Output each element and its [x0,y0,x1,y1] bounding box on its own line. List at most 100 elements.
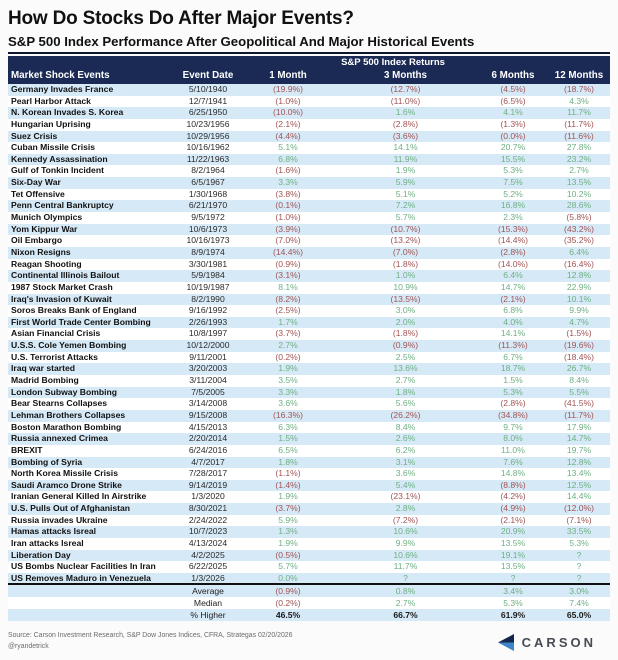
return-value: (7.0%) [392,246,419,257]
summary-value: 46.5% [275,610,301,621]
event-date: 12/7/1941 [188,95,228,106]
event-date: 3/30/1981 [188,258,228,269]
return-value: (11.7%) [564,118,594,129]
return-value: 6.5% [278,444,298,455]
return-value: (2.1%) [500,293,526,304]
return-value: 12.5% [566,479,592,490]
return-value: 4.7% [569,316,589,327]
return-value: (13.5%) [390,293,421,304]
return-value: (11.7%) [564,409,594,420]
table-row: Munich Olympics 9/5/1972 (1.0%) 5.7% 2.3% (5.… [8,212,610,224]
return-value: (7.1%) [566,514,592,525]
return-value: 10.9% [393,281,418,292]
return-value: (3.1%) [275,270,301,281]
event-name: Reagan Shooting [11,258,82,269]
return-value: 1.9% [278,363,298,374]
event-name: 1987 Stock Market Crash [11,281,113,292]
event-name: Continental Illinois Bailout [11,270,120,281]
return-value: (3.8%) [275,188,301,199]
return-value: 10.1% [566,293,592,304]
return-value: 2.7% [569,165,589,176]
return-value: 15.5% [500,153,526,164]
event-date: 9/5/1972 [191,212,225,223]
event-date: 4/7/2017 [191,456,225,467]
return-value: (2.1%) [500,514,526,525]
event-date: 9/15/2008 [188,409,228,420]
summary-spacer [8,609,173,621]
return-value: 11.0% [501,444,525,455]
event-name: Yom Kippur War [11,223,78,234]
event-date: 7/28/2017 [188,468,228,479]
return-value: 1.3% [278,526,298,537]
return-value: (4.5%) [500,84,526,94]
source-text: Source: Carson Investment Research, S&P … [8,632,293,640]
return-value: ? [510,572,516,583]
table-row: London Subway Bombing 7/5/2005 3.3% 1.8% 5.3… [8,386,610,399]
return-value: (1.4%) [275,479,301,490]
return-value: 6.3% [278,421,298,432]
return-value: 6.2% [395,444,416,455]
return-value: (34.8%) [497,409,529,420]
return-value: (11.3%) [498,340,528,351]
table-row: Madrid Bombing 3/11/2004 3.5% 2.7% 1.5% 8.4% [8,375,610,387]
table-row: Six-Day War 6/5/1967 3.3% 5.9% 7.5% 13.5% [8,177,610,189]
table-row: Russia invades Ukraine 2/24/2022 5.9% (7.2%… [8,514,610,527]
return-value: 1.6% [395,107,416,118]
return-value: 17.9% [566,421,592,432]
return-value: 19.1% [500,549,526,560]
event-name: U.S. Terrorist Attacks [11,351,98,362]
return-value: (0.9%) [392,340,419,351]
return-value: 28.6% [566,200,592,211]
table-row: Suez Crisis 10/29/1956 (4.4%) (3.6%) (0.0%) (… [8,130,610,143]
return-value: (1.8%) [392,328,419,339]
event-name: Liberation Day [11,549,71,560]
return-value: (14.4%) [272,246,304,257]
table-row: Continental Illinois Bailout 5/9/1984 (3.1… [8,270,610,282]
summary-value: 7.4% [569,597,589,608]
column-header-events: Market Shock Events [11,70,110,81]
event-date: 10/7/2023 [188,526,228,537]
summary-value: 61.9% [500,610,526,621]
event-name: Iraq's Invasion of Kuwait [11,293,112,304]
event-date: 8/2/1964 [191,165,225,176]
event-name: U.S.S. Cole Yemen Bombing [11,340,127,351]
author-handle: @ryandetrick [8,642,49,650]
return-value: 8.4% [569,375,589,386]
return-value: 2.7% [278,340,298,351]
return-value: (2.5%) [275,305,301,316]
event-date: 8/30/2021 [188,503,228,514]
table-row: Nixon Resigns 8/9/1974 (14.4%) (7.0%) (2.8%)… [8,246,610,259]
return-value: (4.4%) [275,130,301,141]
page-title: How Do Stocks Do After Major Events? [8,8,354,29]
return-value: (1.0%) [275,95,301,106]
table-row: US Removes Maduro in Venezuela 1/3/2026 0.… [8,572,610,585]
summary-value: 3.4% [503,585,523,596]
return-value: 5.7% [395,212,416,223]
return-value: 9.9% [395,537,416,548]
event-name: Suez Crisis [11,130,58,141]
event-date: 6/21/1970 [188,200,228,211]
return-value: (1.1%) [275,468,301,479]
return-value: (4.2%) [500,491,526,502]
return-value: 1.5% [503,375,523,386]
event-name: Germany Invades France [11,84,114,94]
event-name: Kennedy Assassination [11,153,108,164]
table-row: BREXIT 6/24/2016 6.5% 6.2% 11.0% 19.7% [8,444,610,457]
return-value: 12.8% [566,456,592,467]
table-row: Penn Central Bankruptcy 6/21/1970 (0.1%) 7.… [8,200,610,213]
summary-value: 5.3% [503,597,523,608]
table-body: Germany Invades France 5/10/1940 (19.9%) (1… [8,84,610,585]
return-value: 2.7% [395,375,416,386]
summary-spacer [8,585,173,597]
return-value: 5.2% [503,188,523,199]
return-value: (23.1%) [390,491,421,502]
table-row: Reagan Shooting 3/30/1981 (0.9%) (1.8%) (14.… [8,258,610,271]
table-row: Hamas attacks Isreal 10/7/2023 1.3% 10.6% 20… [8,526,610,538]
event-date: 6/5/1967 [191,177,225,188]
event-name: Munich Olympics [11,212,83,223]
table-row: U.S. Pulls Out of Afghanistan 8/30/2021 (3… [8,503,610,515]
summary-value: 65.0% [566,610,592,621]
table-row: Bombing of Syria 4/7/2017 1.8% 3.1% 7.6% 12.8… [8,456,610,469]
return-value: 5.3% [569,537,589,548]
return-value: (16.3%) [272,409,304,420]
